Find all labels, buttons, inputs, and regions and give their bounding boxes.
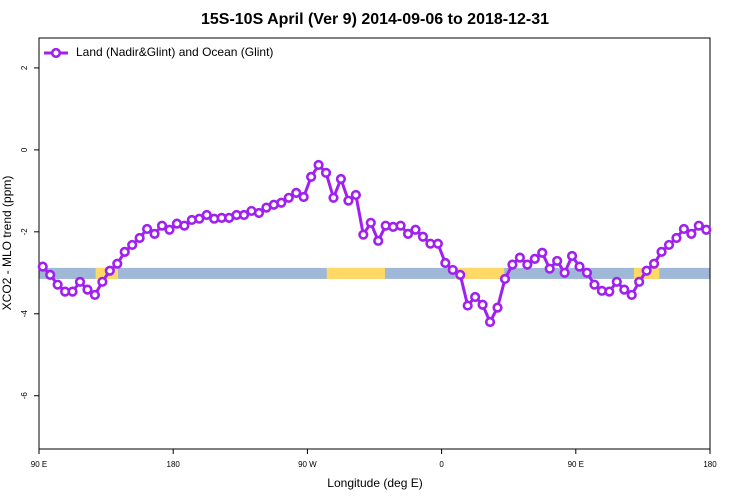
- data-point: [74, 276, 86, 287]
- data-point: [127, 239, 138, 251]
- data-point: [291, 187, 302, 198]
- data-point: [663, 239, 675, 251]
- data-point: [320, 167, 332, 178]
- y-tick-label: -6: [20, 392, 29, 400]
- data-point: [499, 273, 511, 285]
- y-tick-label: -2: [20, 228, 29, 236]
- data-point: [462, 300, 473, 311]
- data-point: [343, 195, 354, 206]
- data-point: [37, 261, 48, 272]
- data-point: [201, 209, 212, 221]
- data-point: [492, 302, 503, 313]
- data-point: [514, 252, 525, 263]
- data-point: [156, 220, 168, 231]
- data-point: [313, 159, 324, 171]
- x-axis-label: Longitude (deg E): [327, 476, 422, 490]
- data-point: [447, 264, 458, 276]
- data-point: [529, 253, 540, 264]
- data-point: [402, 228, 414, 239]
- data-point: [335, 173, 347, 185]
- data-point: [507, 259, 518, 270]
- legend-label: Land (Nadir&Glint) and Ocean (Glint): [76, 45, 273, 59]
- data-point: [477, 299, 488, 310]
- data-point: [566, 250, 578, 262]
- x-tick-label: 180: [167, 460, 181, 469]
- data-point: [544, 263, 555, 274]
- data-point: [82, 284, 93, 295]
- data-point: [112, 258, 123, 269]
- data-point: [89, 289, 101, 301]
- y-axis-label: XCO2 - MLO trend (ppm): [0, 176, 14, 311]
- y-tick-label: 0: [20, 147, 29, 152]
- data-point: [634, 276, 645, 287]
- data-point: [104, 265, 115, 276]
- data-point: [589, 279, 600, 290]
- data-point: [574, 261, 585, 272]
- data-point: [693, 220, 704, 231]
- x-tick-label: 90 W: [298, 460, 317, 469]
- data-point: [455, 269, 466, 280]
- data-point: [484, 316, 496, 328]
- data-point: [686, 228, 697, 239]
- data-point: [641, 265, 652, 276]
- data-point: [410, 224, 421, 235]
- data-point: [626, 289, 637, 301]
- y-tick-label: -4: [20, 310, 29, 318]
- x-tick-label: 90 E: [31, 460, 47, 469]
- data-point: [179, 220, 190, 231]
- data-point: [164, 224, 175, 235]
- data-point: [358, 229, 369, 240]
- data-point: [619, 284, 630, 295]
- data-point: [522, 259, 533, 270]
- data-point: [470, 291, 481, 303]
- data-point: [238, 209, 250, 221]
- data-point: [611, 276, 622, 287]
- data-point: [52, 279, 63, 290]
- data-point: [656, 246, 667, 258]
- plot-frame: [38, 37, 711, 450]
- data-point: [149, 228, 160, 239]
- x-tick-label: 0: [439, 460, 444, 469]
- data-point: [648, 258, 660, 269]
- data-point: [432, 238, 443, 249]
- data-point: [417, 231, 429, 242]
- legend-marker: [50, 47, 62, 59]
- data-point: [253, 207, 265, 219]
- data-point: [328, 192, 339, 203]
- x-tick-label: 180: [703, 460, 717, 469]
- chart-title: 15S-10S April (Ver 9) 2014-09-06 to 2018…: [201, 11, 549, 28]
- data-point: [552, 255, 563, 267]
- data-point: [134, 232, 145, 244]
- data-point: [373, 235, 384, 246]
- data-point: [581, 267, 593, 278]
- land-band: [326, 267, 385, 279]
- data-point: [701, 224, 712, 235]
- data-point: [119, 246, 130, 258]
- data-point: [194, 213, 205, 224]
- data-point: [671, 232, 682, 244]
- data-point: [395, 220, 406, 231]
- data-point: [97, 276, 108, 287]
- data-point: [350, 189, 361, 201]
- data-point: [537, 247, 548, 258]
- x-tick-label: 90 E: [568, 460, 584, 469]
- data-point: [604, 286, 615, 297]
- data-point: [678, 223, 690, 235]
- data-point: [276, 197, 287, 208]
- data-point: [283, 192, 294, 203]
- data-point: [365, 217, 376, 228]
- data-point: [67, 286, 78, 297]
- data-point: [559, 267, 570, 278]
- data-point: [298, 191, 309, 203]
- data-point: [306, 171, 317, 183]
- data-point: [45, 269, 56, 280]
- y-tick-label: 2: [20, 65, 29, 70]
- land-band: [455, 267, 505, 279]
- data-point: [142, 223, 153, 235]
- data-point: [440, 257, 451, 269]
